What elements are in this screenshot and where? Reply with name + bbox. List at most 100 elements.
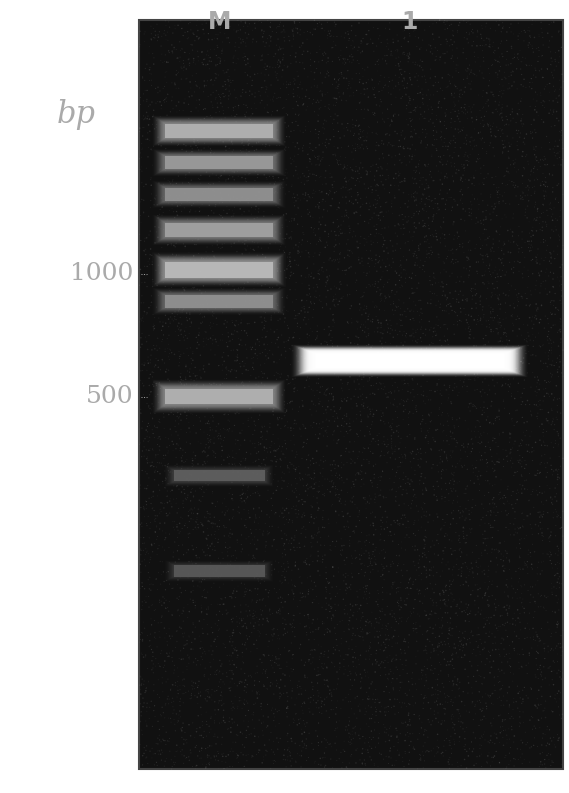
Point xyxy=(149,318,158,331)
Point xyxy=(307,158,316,170)
Point xyxy=(296,577,306,589)
Point xyxy=(486,521,496,534)
Point xyxy=(265,441,274,454)
Point xyxy=(269,623,278,635)
Point xyxy=(287,537,296,550)
Point xyxy=(446,629,455,642)
Point xyxy=(202,79,211,92)
Point xyxy=(411,127,420,140)
Point xyxy=(174,138,183,151)
Point xyxy=(487,546,496,559)
Point xyxy=(552,356,561,369)
Point xyxy=(490,543,499,556)
Point xyxy=(174,573,183,586)
Point xyxy=(145,444,154,457)
Point xyxy=(181,584,190,597)
Point xyxy=(337,456,346,469)
Point xyxy=(258,131,267,144)
Point xyxy=(459,159,468,171)
Point xyxy=(153,542,162,555)
Point xyxy=(241,588,250,601)
Point xyxy=(319,504,328,517)
Point xyxy=(271,247,281,260)
Point xyxy=(376,75,385,88)
Point xyxy=(271,175,280,188)
Point xyxy=(448,71,457,83)
Point xyxy=(532,42,541,55)
Point xyxy=(514,97,523,109)
Point xyxy=(507,40,516,53)
Point xyxy=(320,549,329,561)
Point xyxy=(363,61,372,74)
Point xyxy=(494,327,503,339)
Point xyxy=(513,603,522,616)
Point xyxy=(276,228,285,240)
Point xyxy=(337,505,347,518)
Point xyxy=(218,496,227,509)
Point xyxy=(479,276,488,289)
Point xyxy=(344,642,353,655)
Point xyxy=(181,393,190,405)
Point xyxy=(425,385,434,397)
Point xyxy=(536,154,545,167)
Point xyxy=(431,673,440,686)
Point xyxy=(480,568,489,580)
Point xyxy=(545,545,554,557)
Point xyxy=(232,257,241,270)
Point xyxy=(194,32,203,44)
Point xyxy=(288,653,297,665)
Point xyxy=(400,132,409,145)
Point xyxy=(304,358,313,371)
Point xyxy=(477,217,486,230)
Point xyxy=(521,557,530,570)
Point xyxy=(145,252,154,265)
Point xyxy=(280,143,289,155)
Point xyxy=(329,355,339,368)
Point xyxy=(257,261,266,274)
Point xyxy=(337,462,346,474)
Point xyxy=(378,619,387,631)
Point xyxy=(311,351,320,363)
Point xyxy=(390,654,399,667)
Point xyxy=(464,78,473,90)
Point xyxy=(345,50,354,63)
Point xyxy=(175,316,184,329)
Point xyxy=(218,64,228,77)
Point xyxy=(191,557,200,570)
Point xyxy=(543,209,552,222)
Point xyxy=(277,368,286,381)
Point xyxy=(259,296,269,308)
Point xyxy=(246,401,255,414)
Point xyxy=(435,95,444,108)
Point xyxy=(517,226,526,239)
Point xyxy=(152,118,161,131)
Point xyxy=(290,199,299,212)
Point xyxy=(208,310,217,323)
Point xyxy=(395,345,404,358)
Point xyxy=(328,181,337,193)
Point xyxy=(468,493,477,506)
Point xyxy=(481,213,490,225)
Point xyxy=(394,737,403,749)
Point xyxy=(343,762,352,775)
Point xyxy=(473,590,483,603)
Point xyxy=(464,423,473,435)
Point xyxy=(448,460,457,473)
Point xyxy=(315,16,324,29)
Point xyxy=(405,67,414,80)
Point xyxy=(137,312,146,325)
Point xyxy=(175,321,184,334)
Point xyxy=(357,672,366,684)
Point xyxy=(549,580,558,593)
Point xyxy=(468,398,477,411)
Point xyxy=(259,195,269,208)
Point xyxy=(141,495,150,508)
Point xyxy=(357,139,366,151)
Point xyxy=(442,579,451,592)
Point xyxy=(195,571,204,584)
Point xyxy=(255,570,264,583)
Point xyxy=(332,204,341,216)
FancyBboxPatch shape xyxy=(170,468,269,484)
Point xyxy=(261,458,270,471)
Point xyxy=(242,226,251,239)
